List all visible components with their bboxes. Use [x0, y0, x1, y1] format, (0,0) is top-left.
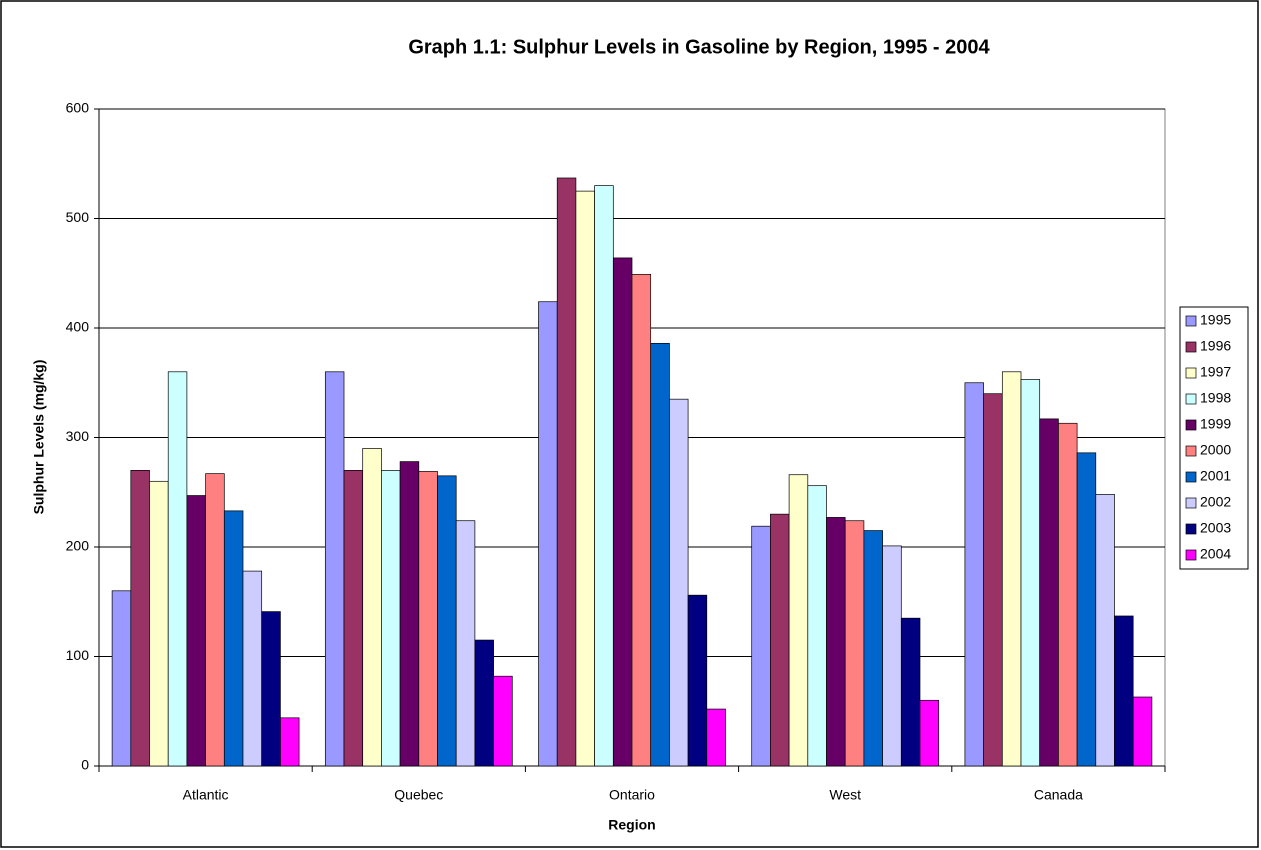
bar — [770, 513, 790, 767]
legend-swatch — [1185, 549, 1197, 561]
legend-label: 2001 — [1200, 468, 1231, 484]
x-tick-label: Atlantic — [183, 787, 229, 803]
legend-label: 1999 — [1200, 416, 1231, 432]
bar — [1058, 422, 1078, 767]
bar — [844, 520, 865, 767]
bar — [418, 471, 438, 767]
legend-swatch — [1185, 315, 1197, 327]
bar — [983, 393, 1003, 767]
bar — [826, 517, 846, 767]
bar — [538, 301, 558, 767]
bar — [261, 611, 281, 767]
bar — [556, 177, 577, 767]
bar — [706, 708, 726, 767]
bar — [1020, 379, 1041, 767]
bar — [687, 594, 708, 767]
legend-swatch — [1185, 367, 1197, 379]
y-tick-label: 0 — [81, 757, 89, 773]
y-tick-label: 200 — [66, 538, 90, 554]
y-tick-label: 100 — [66, 647, 90, 663]
bar — [343, 470, 364, 767]
legend-swatch — [1185, 419, 1197, 431]
bar — [1076, 452, 1097, 767]
x-tick-label: Canada — [1034, 787, 1083, 803]
bar — [964, 382, 984, 767]
bar — [111, 590, 132, 767]
bar — [474, 639, 494, 767]
bar — [381, 470, 401, 767]
x-tick-label: Ontario — [609, 787, 655, 803]
legend-label: 1995 — [1200, 312, 1231, 328]
bar — [167, 371, 188, 767]
bar — [362, 448, 382, 767]
bar — [919, 699, 940, 767]
bar — [1001, 371, 1022, 767]
legend-swatch — [1185, 393, 1197, 405]
bar — [612, 257, 633, 767]
legend-swatch — [1185, 341, 1197, 353]
y-tick-label: 500 — [66, 209, 90, 225]
y-axis-title: Sulphur Levels (mg/kg) — [31, 360, 47, 515]
bar — [1039, 418, 1059, 767]
bar — [149, 480, 169, 767]
bar — [1132, 696, 1153, 767]
bar — [669, 398, 689, 767]
x-tick-label: West — [829, 787, 861, 803]
bar — [242, 570, 263, 767]
bar — [223, 510, 244, 767]
legend-swatch — [1185, 471, 1197, 483]
y-tick-label: 300 — [66, 428, 90, 444]
bar — [631, 273, 652, 767]
legend-label: 1998 — [1200, 390, 1231, 406]
x-tick-label: Quebec — [394, 787, 443, 803]
legend-label: 2002 — [1200, 494, 1231, 510]
bar — [1095, 494, 1115, 767]
bar — [130, 470, 150, 767]
legend-swatch — [1185, 497, 1197, 509]
bar — [594, 185, 614, 767]
chart-title: Graph 1.1: Sulphur Levels in Gasoline by… — [408, 36, 990, 58]
legend-label: 1997 — [1200, 364, 1231, 380]
y-tick-label: 600 — [66, 100, 90, 116]
legend-label: 2004 — [1200, 546, 1231, 562]
bar — [751, 525, 771, 767]
bar — [900, 617, 921, 767]
bar — [788, 474, 809, 767]
bar — [575, 190, 595, 767]
bar — [455, 520, 476, 767]
bar — [863, 530, 883, 767]
bar — [437, 475, 457, 767]
bar — [205, 473, 225, 767]
bar — [650, 342, 670, 767]
bar — [280, 717, 300, 767]
bar — [186, 495, 206, 767]
bar — [807, 485, 827, 767]
x-axis-title: Region — [608, 817, 655, 833]
legend-swatch — [1185, 445, 1197, 457]
bar — [324, 371, 345, 767]
legend-label: 2003 — [1200, 520, 1231, 536]
bar — [399, 461, 420, 767]
legend-swatch — [1185, 523, 1197, 535]
legend-label: 1996 — [1200, 338, 1231, 354]
legend-label: 2000 — [1200, 442, 1231, 458]
bar — [1114, 615, 1134, 767]
bar — [493, 675, 513, 767]
y-tick-label: 400 — [66, 319, 90, 335]
bar — [882, 545, 902, 767]
